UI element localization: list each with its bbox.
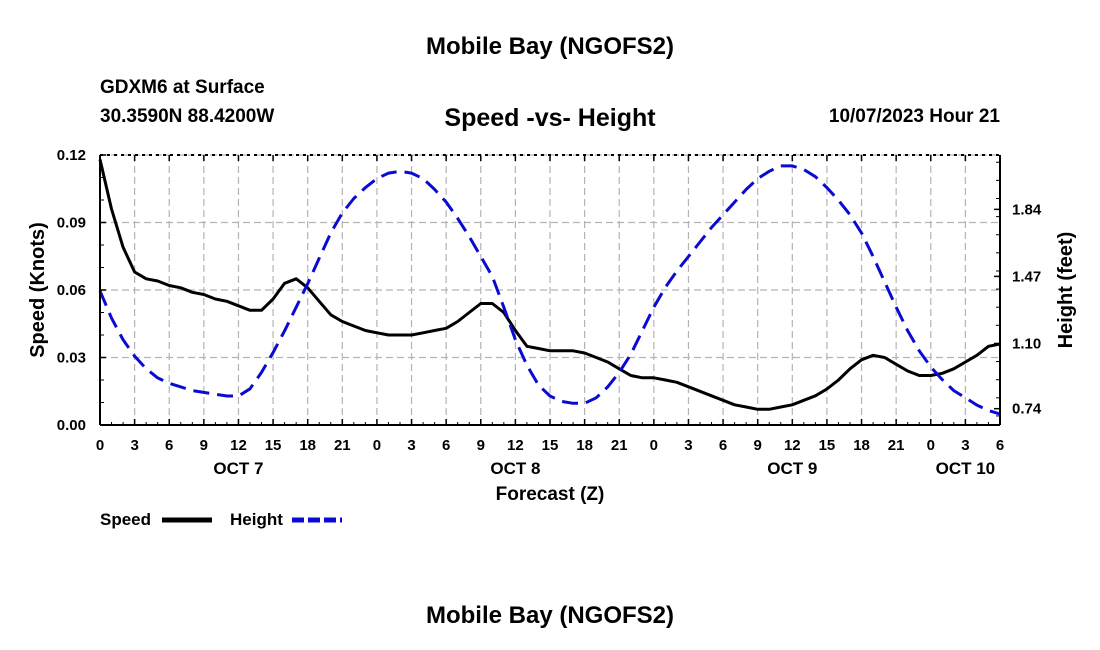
day-label: OCT 10 (936, 459, 996, 478)
forecast-datetime: 10/07/2023 Hour 21 (828, 106, 1000, 127)
day-label: OCT 7 (213, 459, 263, 478)
series-line-height (98, 164, 1001, 416)
x-tick-label: 15 (265, 437, 282, 454)
x-tick-label: 6 (442, 437, 450, 454)
grid (99, 154, 1001, 426)
y-left-tick-label: 0.12 (57, 147, 86, 164)
y-axis-left-title: Speed (Knots) (27, 222, 49, 358)
legend: Speed Height (100, 510, 342, 529)
y-right-tick-label: 1.84 (1012, 201, 1042, 218)
x-tick-label: 6 (165, 437, 173, 454)
station-coordinates: 30.3590N 88.4200W (100, 106, 275, 127)
x-axis-title: Forecast (Z) (496, 484, 605, 505)
legend-label-speed: Speed (100, 510, 151, 529)
station-label: GDXM6 at Surface (100, 77, 265, 98)
day-label: OCT 9 (767, 459, 817, 478)
x-tick-label: 18 (576, 437, 593, 454)
y-left-tick-label: 0.09 (57, 215, 86, 232)
y-right-tick-label: 0.74 (1012, 401, 1042, 418)
legend-label-height: Height (230, 510, 283, 529)
x-tick-label: 15 (542, 437, 559, 454)
axes (99, 154, 1001, 426)
x-tick-label: 3 (130, 437, 138, 454)
y-axis-right-title: Height (feet) (1055, 232, 1077, 349)
x-tick-label: 18 (299, 437, 316, 454)
y-left-tick-label: 0.00 (57, 417, 86, 434)
x-tick-label: 0 (927, 437, 935, 454)
day-label: OCT 8 (490, 459, 540, 478)
x-tick-label: 9 (200, 437, 208, 454)
x-tick-label: 3 (961, 437, 969, 454)
x-tick-label: 21 (611, 437, 628, 454)
y-right-tick-label: 1.10 (1012, 335, 1041, 352)
x-tick-label: 6 (719, 437, 727, 454)
series-line-speed (98, 159, 1001, 411)
x-tick-label: 9 (754, 437, 762, 454)
x-tick-label: 21 (334, 437, 351, 454)
y-right-tick-label: 1.47 (1012, 268, 1041, 285)
page-title-bottom: Mobile Bay (NGOFS2) (425, 602, 675, 629)
y-left-tick-label: 0.03 (57, 350, 86, 367)
x-tick-label: 12 (784, 437, 801, 454)
x-tick-label: 6 (996, 437, 1004, 454)
x-tick-label: 18 (853, 437, 870, 454)
x-tick-label: 12 (230, 437, 247, 454)
series-lines (98, 159, 1001, 416)
x-tick-label: 3 (407, 437, 415, 454)
x-tick-label: 12 (507, 437, 524, 454)
y-left-tick-label: 0.06 (57, 282, 86, 299)
x-tick-label: 0 (650, 437, 658, 454)
x-tick-label: 3 (684, 437, 692, 454)
axis-labels: 0 3 6 9 12 15 18 21 0 3 6 9 12 15 18 21 0 3 6 9 12 15 18 21 0 3 6O… (27, 147, 1077, 505)
x-tick-label: 0 (373, 437, 381, 454)
x-tick-label: 9 (477, 437, 485, 454)
page-title: Mobile Bay (NGOFS2) (425, 33, 675, 60)
chart-title: Speed -vs- Height (444, 104, 656, 132)
x-tick-label: 0 (96, 437, 104, 454)
x-tick-label: 21 (888, 437, 905, 454)
x-tick-label: 15 (819, 437, 836, 454)
